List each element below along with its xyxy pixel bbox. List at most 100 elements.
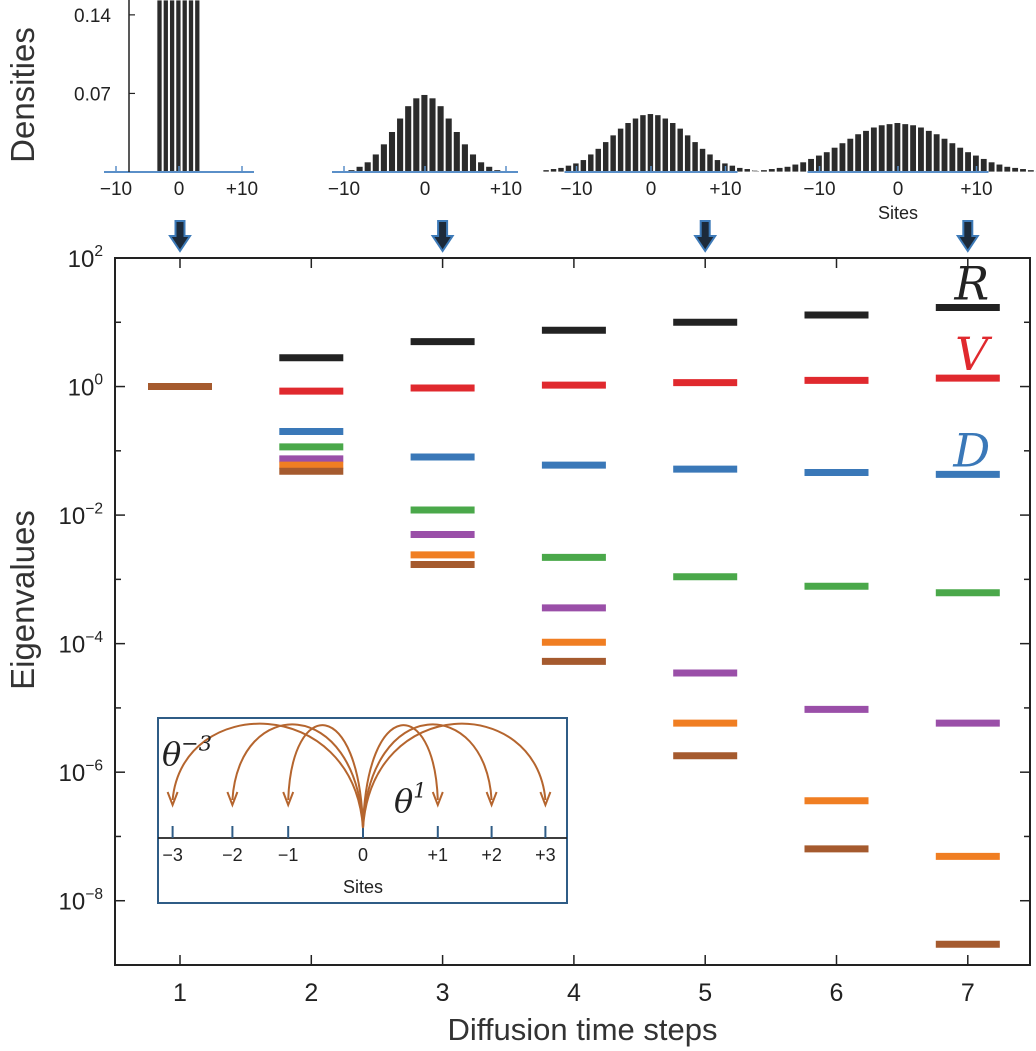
density-bar — [791, 163, 800, 173]
histogram-x-tick-label: +10 — [490, 179, 522, 200]
density-bar — [830, 146, 839, 173]
histogram-x-tick-label: −10 — [560, 179, 592, 200]
y-tick-label: 10−6 — [59, 757, 103, 787]
density-bar — [885, 123, 894, 173]
density-bar — [1027, 169, 1035, 173]
histogram-x-tick-label: 0 — [420, 179, 431, 200]
density-bar — [542, 169, 550, 173]
hop-arc — [362, 722, 547, 829]
y-tick-label: 100 — [68, 372, 104, 402]
density-bar — [713, 159, 721, 173]
y-axis-label: Eigenvalues — [4, 510, 41, 690]
density-bar — [436, 105, 445, 173]
histogram-x-tick-label: −10 — [803, 179, 835, 200]
density-bar — [760, 169, 768, 173]
density-bar — [469, 153, 477, 173]
density-bar — [956, 146, 964, 173]
density-bar — [901, 123, 909, 173]
density-bar — [799, 161, 807, 173]
density-bar — [854, 133, 862, 173]
inset-tick-label: 0 — [358, 845, 368, 865]
density-bar — [987, 161, 996, 173]
density-bar — [420, 94, 429, 173]
hop-arrowhead-icon — [539, 791, 552, 808]
series-label: V — [955, 327, 993, 381]
x-tick-label: 5 — [698, 979, 712, 1007]
density-bar — [676, 127, 684, 173]
hop-arrowhead-icon — [226, 791, 239, 808]
density-bar — [452, 131, 461, 173]
x-tick-label: 6 — [830, 979, 844, 1007]
density-bar — [477, 161, 485, 173]
density-bar — [444, 117, 453, 173]
density-bar — [706, 153, 714, 173]
histogram-x-tick-label: +10 — [709, 179, 741, 200]
density-bar — [932, 133, 941, 173]
density-bar — [579, 159, 587, 173]
density-bar — [363, 161, 372, 173]
histogram-x-tick-label: 0 — [174, 179, 185, 200]
histogram-x-tick-label: +10 — [960, 179, 992, 200]
x-tick-label: 7 — [961, 979, 975, 1007]
histogram-x-label: Sites — [878, 203, 918, 223]
density-bar — [1019, 168, 1027, 173]
eigenvalue-plot: 102 100 10−2 10−4 10−6 10−8 1 2 3 4 5 6 7 Diffusion t… — [4, 243, 1031, 1047]
density-bar — [995, 163, 1004, 173]
density-bar — [609, 134, 617, 173]
density-bar — [823, 151, 831, 173]
down-arrow-icon — [693, 220, 718, 253]
density-bar — [1003, 165, 1012, 173]
theta-minus-3-label: θ−3 — [162, 732, 212, 773]
density-bar — [557, 167, 565, 173]
density-bar — [550, 168, 558, 173]
histogram-y-label: Densities — [4, 27, 41, 163]
density-bar — [639, 114, 647, 173]
density-bar — [893, 122, 902, 173]
density-bar — [948, 142, 957, 173]
histogram-x-tick-label: −10 — [100, 179, 132, 200]
density-bar — [940, 137, 949, 173]
down-arrow-icon — [430, 220, 455, 253]
histogram-panel: −10 0 +10 — [542, 113, 759, 200]
density-bar — [807, 158, 815, 173]
histogram-panel: −10 0 +10 — [328, 94, 522, 200]
density-bar — [175, 0, 182, 173]
density-bar — [768, 168, 776, 173]
hop-arrowhead-icon — [282, 791, 295, 808]
inset-tick-label: −3 — [162, 845, 183, 865]
density-bar — [699, 148, 707, 173]
inset-tick-label: +1 — [428, 845, 449, 865]
density-bar — [743, 168, 751, 173]
density-bar — [669, 122, 677, 173]
y-tick-label: 10−4 — [59, 629, 104, 659]
x-tick-label: 2 — [304, 979, 318, 1007]
down-arrow-icon — [955, 220, 980, 253]
density-bar — [587, 153, 595, 173]
inset-x-label: Sites — [343, 877, 383, 897]
x-axis-label: Diffusion time steps — [448, 1012, 718, 1047]
density-bar — [412, 97, 421, 173]
inset-tick-label: +3 — [535, 845, 556, 865]
inset-tick-label: +2 — [481, 845, 502, 865]
hop-arrowhead-icon — [431, 791, 444, 808]
histogram-x-tick-label: +10 — [226, 179, 258, 200]
density-bar — [404, 105, 413, 173]
density-bar — [631, 117, 640, 173]
y-tick-label: 10−8 — [59, 886, 103, 916]
density-bar — [783, 165, 792, 173]
inset-tick-label: −1 — [278, 845, 299, 865]
density-bar — [691, 141, 699, 173]
density-bar — [917, 126, 925, 173]
density-bar — [728, 164, 736, 173]
density-bar — [188, 0, 194, 173]
x-tick-label: 1 — [173, 979, 187, 1007]
density-bar — [775, 167, 784, 173]
y-tick-label: 102 — [68, 243, 103, 273]
density-bar — [181, 0, 188, 173]
density-bar — [980, 158, 988, 173]
hop-arc — [362, 723, 493, 829]
density-bar — [396, 117, 404, 173]
hop-arrowhead-icon — [485, 791, 498, 808]
density-bar — [169, 0, 176, 173]
